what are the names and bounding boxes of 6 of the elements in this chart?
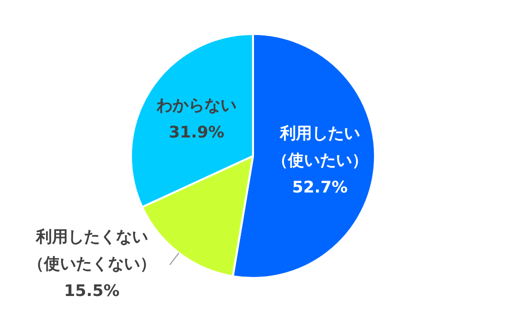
data-label: 52.7% <box>292 178 348 197</box>
slice-label: 利用したくない（使いたくない） <box>28 226 156 273</box>
slice-label: 利用したい（使いたい） <box>272 124 368 170</box>
data-label: 15.5% <box>64 280 120 300</box>
slice-label: わからない <box>155 95 236 114</box>
data-label: 31.9% <box>168 122 224 142</box>
